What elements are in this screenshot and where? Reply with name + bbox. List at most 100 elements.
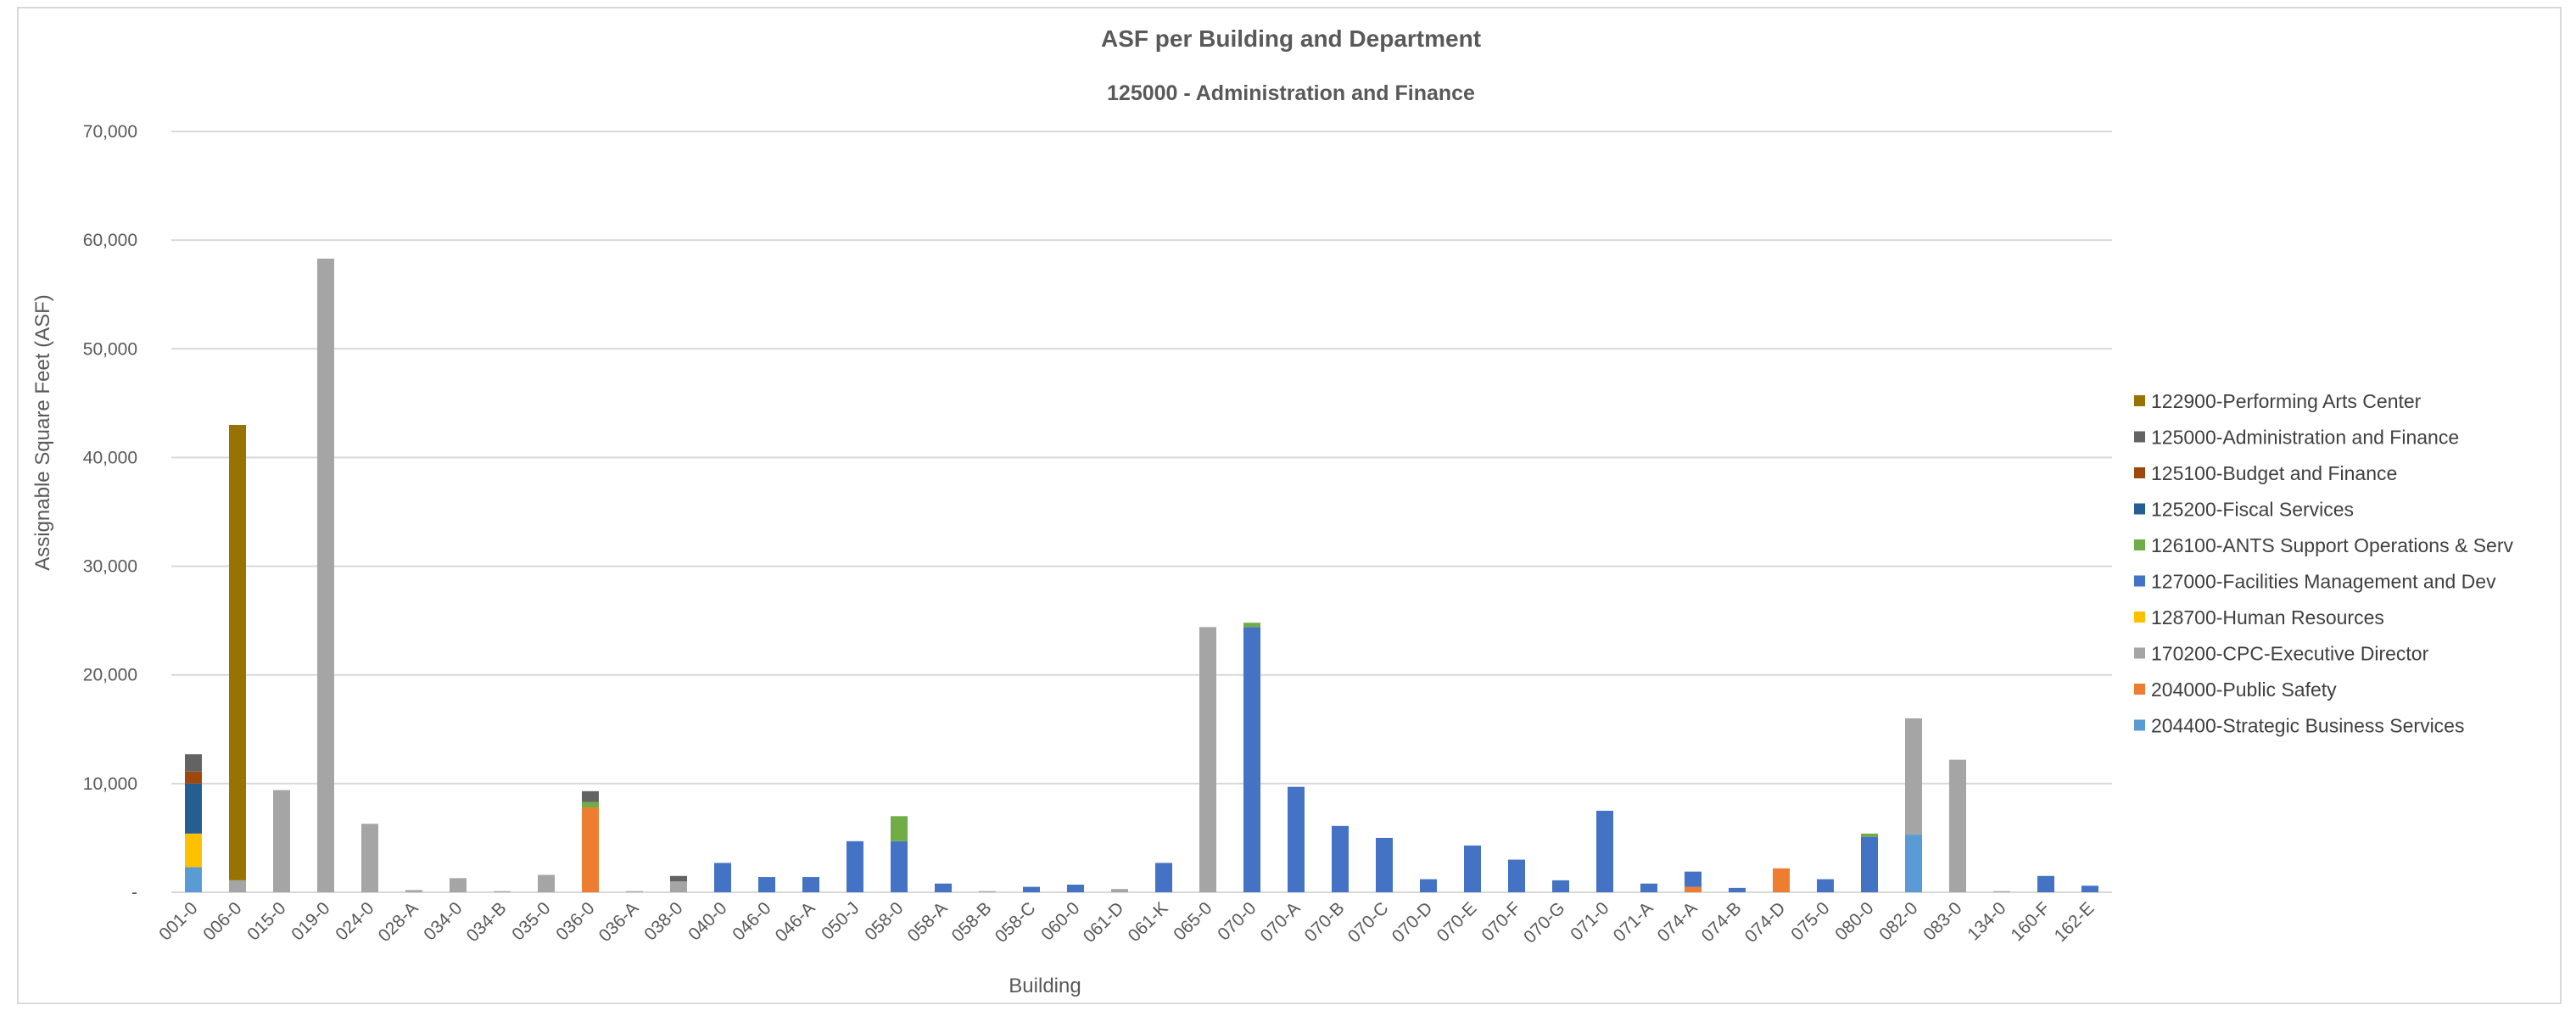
x-tick-label: 061-K — [1125, 898, 1172, 946]
bar-segment — [185, 867, 202, 892]
bar-segment — [1155, 863, 1172, 892]
y-axis-ticks: - 10,000 20,000 30,000 40,000 50,000 60,000 70,… — [83, 122, 137, 902]
legend-swatch — [2134, 647, 2145, 659]
x-tick-label: 036-0 — [552, 898, 598, 944]
x-tick-label: 082-0 — [1875, 898, 1921, 944]
x-tick-label: 028-A — [375, 898, 422, 946]
bar-segment — [1420, 879, 1437, 892]
bar-segment — [1111, 889, 1128, 892]
bar-segment — [670, 881, 687, 892]
bar-segment — [1552, 880, 1569, 892]
bar-segment — [1993, 891, 2010, 892]
y-tick-label: 10,000 — [83, 774, 137, 794]
x-tick-label: 070-D — [1389, 898, 1437, 947]
x-tick-label: 071-0 — [1567, 898, 1612, 944]
bar-segment — [1729, 887, 1746, 892]
legend-swatch — [2134, 575, 2145, 587]
bar-segment — [891, 841, 908, 892]
bar-segment — [582, 802, 599, 808]
x-tick-label: 080-0 — [1831, 898, 1877, 944]
bar-segment — [1861, 836, 1878, 892]
bar-segment — [582, 807, 599, 892]
x-tick-label: 040-0 — [685, 898, 730, 944]
legend-swatch — [2134, 612, 2145, 623]
bar-segment — [1288, 786, 1305, 892]
bar-segment — [229, 880, 246, 892]
bar-segment — [185, 771, 202, 784]
legend-swatch — [2134, 503, 2145, 515]
x-tick-label: 070-A — [1257, 898, 1305, 946]
bar-segment — [361, 824, 378, 892]
bar-segment — [229, 424, 246, 880]
bar-segment — [1773, 868, 1790, 892]
bar-segment — [450, 878, 467, 892]
x-tick-label: 034-0 — [420, 898, 466, 944]
x-tick-label: 024-0 — [332, 898, 377, 944]
bar-segment — [1949, 759, 1966, 892]
bar-segment — [935, 883, 952, 892]
x-tick-label: 058-0 — [861, 898, 907, 944]
bar-segment — [185, 783, 202, 834]
x-tick-label: 074-D — [1741, 898, 1790, 947]
bar-segment — [758, 877, 775, 892]
bar-segment — [802, 877, 819, 892]
legend-swatch — [2134, 467, 2145, 478]
y-tick-label: 30,000 — [83, 557, 137, 577]
x-tick-label: 160-F — [2007, 898, 2054, 945]
bar-segment — [1243, 627, 1260, 892]
x-tick-label: 070-G — [1520, 898, 1569, 947]
x-tick-label: 134-0 — [1964, 898, 2009, 944]
bar-segment — [847, 841, 863, 892]
legend-label: 125000-Administration and Finance — [2151, 427, 2459, 449]
bar-segment — [2081, 885, 2098, 892]
x-tick-label: 058-C — [992, 898, 1040, 947]
x-tick-label: 058-A — [904, 898, 952, 946]
x-tick-label: 070-F — [1478, 898, 1524, 945]
x-tick-label: 083-0 — [1919, 898, 1965, 944]
legend-swatch — [2134, 395, 2145, 406]
x-tick-label: 060-0 — [1037, 898, 1083, 944]
x-tick-label: 046-A — [772, 898, 819, 946]
y-axis-title: Assignable Square Feet (ASF) — [31, 294, 54, 571]
x-tick-label: 070-0 — [1214, 898, 1260, 944]
x-axis-ticks: 001-0006-0015-0019-0024-0028-A034-0034-B… — [155, 898, 2098, 947]
legend-label: 204400-Strategic Business Services — [2151, 715, 2464, 737]
legend-swatch — [2134, 684, 2145, 695]
bar-segment — [185, 754, 202, 772]
legend-label: 127000-Facilities Management and Dev — [2151, 571, 2496, 593]
bar-segment — [891, 816, 908, 841]
bar-segment — [405, 890, 422, 892]
bar-segment — [1243, 623, 1260, 628]
bar-segment — [1685, 871, 1702, 887]
x-tick-label: 065-0 — [1170, 898, 1215, 944]
x-tick-label: 070-E — [1433, 898, 1481, 946]
legend-label: 128700-Human Resources — [2151, 606, 2384, 628]
legend-swatch — [2134, 719, 2145, 731]
x-tick-label: 050-J — [818, 898, 863, 943]
y-tick-label: 50,000 — [83, 339, 137, 359]
bar-segment — [273, 790, 290, 892]
chart-title: ASF per Building and Department — [1101, 25, 1481, 52]
bar-segment — [1861, 833, 1878, 837]
y-tick-label: 70,000 — [83, 122, 137, 142]
bar-segment — [1199, 627, 1216, 892]
bar-segment — [2037, 875, 2054, 892]
x-tick-label: 074-A — [1654, 898, 1702, 946]
x-tick-label: 058-B — [948, 898, 996, 946]
x-tick-label: 001-0 — [155, 898, 201, 944]
y-tick-label: - — [131, 883, 137, 902]
bar-segment — [582, 790, 599, 802]
x-tick-label: 075-0 — [1787, 898, 1833, 944]
bar-segment — [1508, 859, 1525, 892]
x-tick-label: 070-B — [1301, 898, 1349, 946]
legend-label: 125100-Budget and Finance — [2151, 462, 2397, 484]
bar-segment — [317, 258, 334, 893]
legend-label: 204000-Public Safety — [2151, 679, 2337, 701]
bar-segment — [1817, 879, 1834, 892]
bar-segment — [1596, 810, 1613, 892]
bar-segment — [979, 891, 996, 892]
x-tick-label: 015-0 — [243, 898, 289, 944]
legend-label: 126100-ANTS Support Operations & Serv — [2151, 534, 2514, 556]
x-tick-label: 006-0 — [199, 898, 245, 944]
bar-segment — [1376, 837, 1393, 892]
